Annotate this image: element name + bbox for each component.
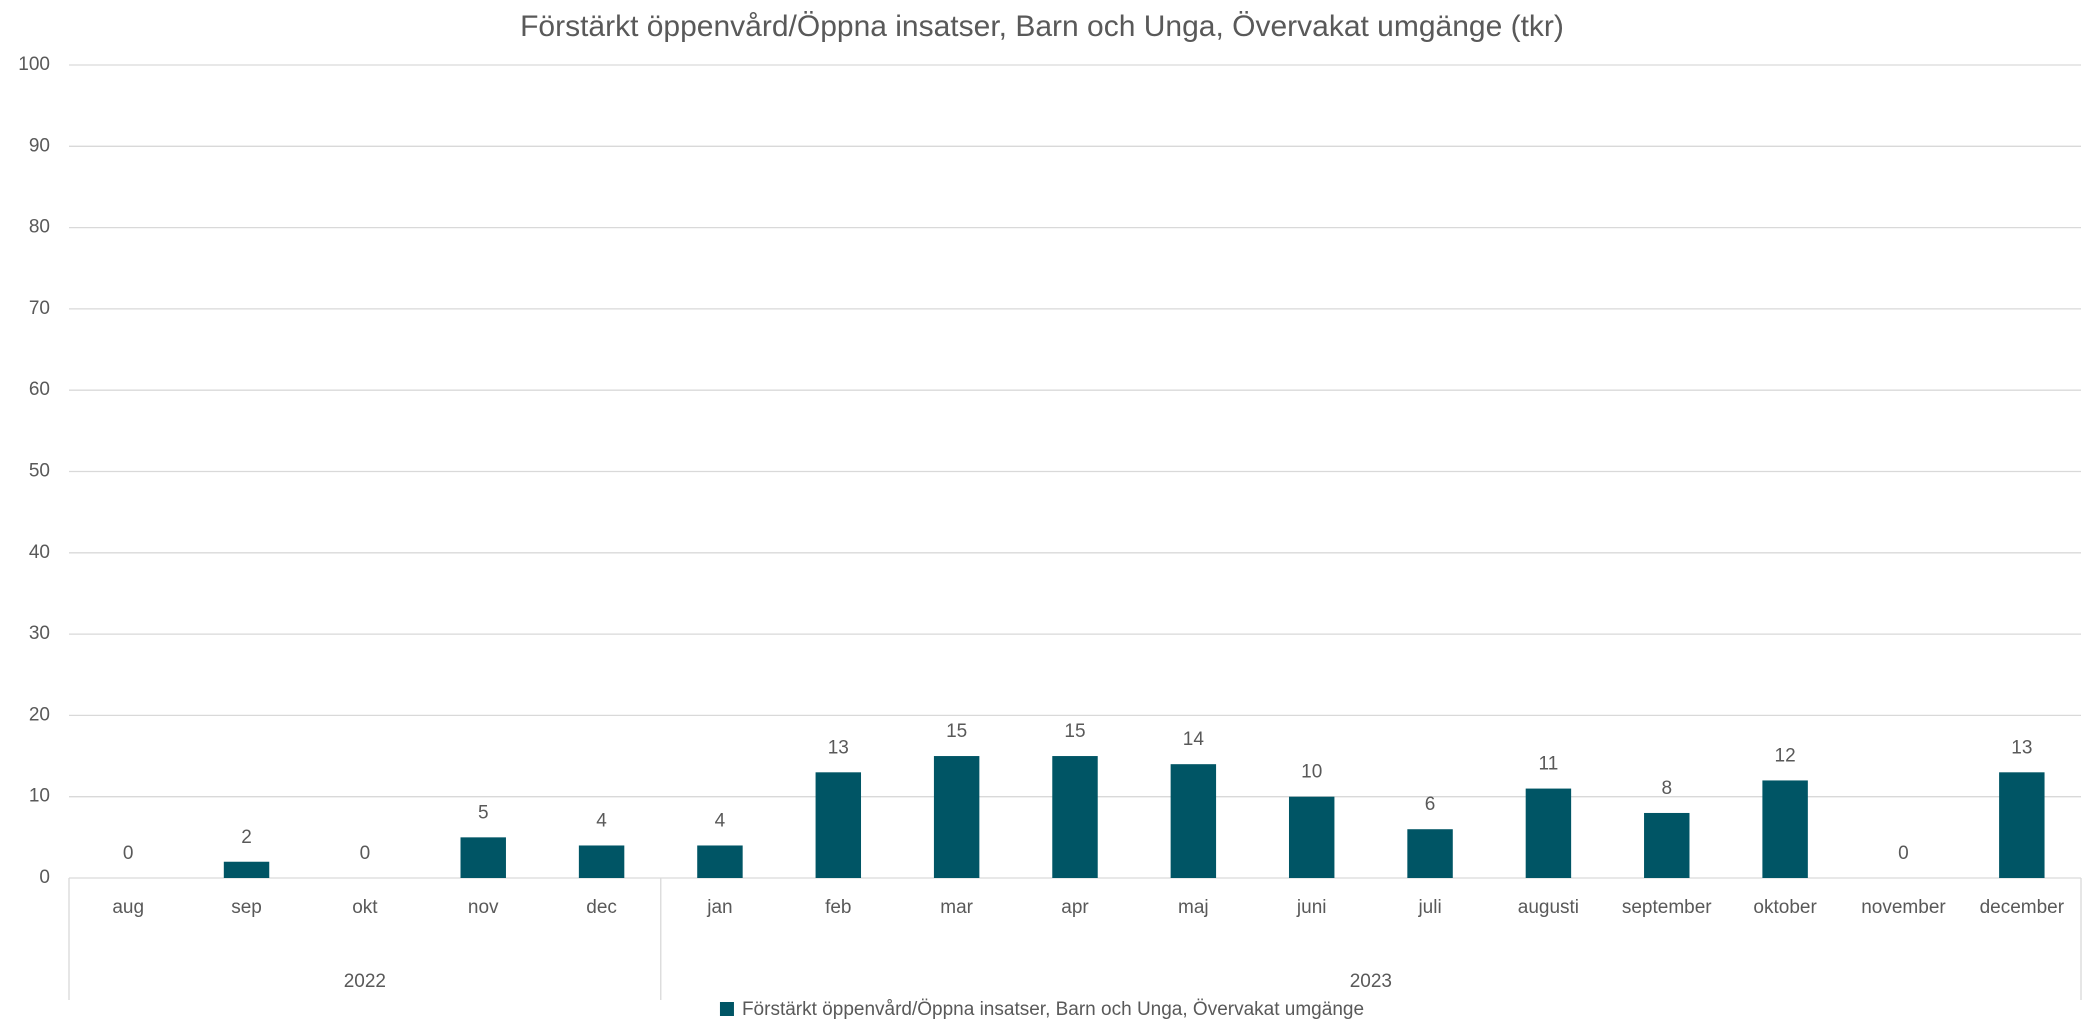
year-label: 2023 bbox=[1350, 971, 1392, 992]
bar bbox=[223, 861, 270, 878]
data-label: 14 bbox=[1183, 729, 1205, 750]
bar bbox=[1288, 796, 1335, 878]
data-label: 13 bbox=[2011, 737, 2032, 758]
data-label: 0 bbox=[1898, 843, 1909, 864]
bar bbox=[933, 756, 980, 878]
data-label: 2 bbox=[241, 827, 252, 848]
y-tick-label: 10 bbox=[29, 786, 50, 807]
bar bbox=[1052, 756, 1098, 878]
data-label: 8 bbox=[1661, 778, 1672, 799]
x-tick-label: augusti bbox=[1518, 897, 1579, 918]
x-tick-label: apr bbox=[1061, 897, 1089, 918]
bar bbox=[1170, 764, 1217, 878]
x-tick-label: oktober bbox=[1753, 897, 1817, 918]
y-tick-label: 0 bbox=[39, 867, 50, 888]
data-label: 6 bbox=[1425, 794, 1436, 815]
data-label: 4 bbox=[596, 810, 607, 831]
data-label: 15 bbox=[1064, 721, 1085, 742]
data-label: 0 bbox=[360, 843, 371, 864]
data-label: 0 bbox=[123, 843, 134, 864]
bar bbox=[1407, 829, 1453, 878]
chart-title: Förstärkt öppenvård/Öppna insatser, Barn… bbox=[520, 10, 1564, 43]
x-tick-label: dec bbox=[586, 897, 617, 918]
x-tick-label: aug bbox=[112, 897, 144, 918]
legend-swatch bbox=[719, 1002, 734, 1016]
x-tick-label: juni bbox=[1296, 897, 1327, 918]
x-tick-label: maj bbox=[1178, 897, 1209, 918]
y-tick-label: 100 bbox=[18, 54, 50, 75]
x-tick-label: feb bbox=[825, 897, 851, 918]
bar bbox=[460, 837, 506, 878]
x-tick-label: nov bbox=[468, 897, 499, 918]
data-label: 12 bbox=[1775, 745, 1796, 766]
x-tick-label: juli bbox=[1417, 897, 1441, 918]
y-tick-label: 30 bbox=[29, 623, 50, 644]
data-label: 15 bbox=[946, 721, 967, 742]
x-tick-label: sep bbox=[231, 897, 262, 918]
x-tick-label: september bbox=[1622, 897, 1712, 918]
bar bbox=[1644, 812, 1690, 878]
y-tick-label: 40 bbox=[29, 542, 50, 563]
y-tick-label: 60 bbox=[29, 379, 50, 400]
y-tick-label: 50 bbox=[29, 461, 50, 482]
bar bbox=[1762, 780, 1808, 878]
bar bbox=[1525, 788, 1572, 878]
y-tick-label: 80 bbox=[29, 217, 50, 238]
y-tick-label: 90 bbox=[29, 135, 50, 156]
bar bbox=[578, 845, 625, 878]
y-tick-label: 70 bbox=[29, 298, 50, 319]
data-label: 10 bbox=[1301, 762, 1322, 783]
x-tick-label: mar bbox=[940, 897, 973, 918]
x-tick-label: november bbox=[1861, 897, 1946, 918]
bar bbox=[697, 845, 743, 878]
x-tick-label: jan bbox=[706, 897, 732, 918]
data-label: 13 bbox=[828, 737, 849, 758]
y-tick-label: 20 bbox=[29, 704, 50, 725]
data-label: 4 bbox=[715, 810, 726, 831]
data-label: 5 bbox=[478, 802, 489, 823]
data-label: 11 bbox=[1539, 754, 1559, 775]
bar bbox=[1999, 772, 2045, 878]
legend-label: Förstärkt öppenvård/Öppna insatser, Barn… bbox=[742, 999, 1364, 1020]
x-tick-label: okt bbox=[352, 897, 378, 918]
year-label: 2022 bbox=[344, 971, 386, 992]
x-tick-label: december bbox=[1980, 897, 2065, 918]
bar bbox=[815, 772, 862, 878]
